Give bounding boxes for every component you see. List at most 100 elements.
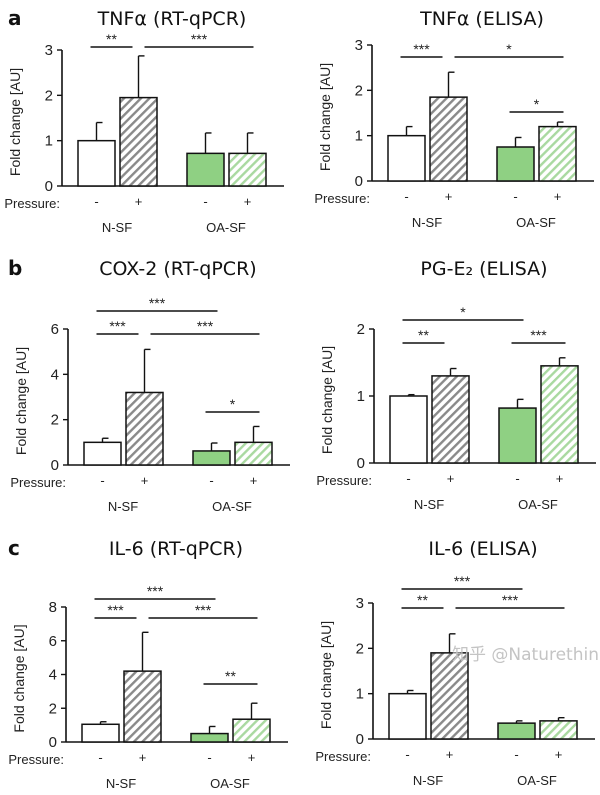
pressure-sign: - <box>405 747 409 762</box>
y-tick-label: 1 <box>355 128 363 145</box>
y-tick-label: 2 <box>51 412 59 429</box>
bar-nsf-pressure <box>119 96 158 187</box>
y-tick-label: 6 <box>49 633 57 650</box>
pressure-sign: - <box>513 189 517 204</box>
y-tick-label: 1 <box>357 388 365 405</box>
y-tick-label: 0 <box>49 734 57 751</box>
bar-oasf-control <box>498 407 537 464</box>
bar-nsf-control <box>83 441 122 466</box>
bar-nsf-pressure <box>431 375 470 464</box>
bar-nsf-control <box>389 395 428 464</box>
pressure-sign: + <box>446 747 454 762</box>
pressure-label: Pressure: <box>8 752 64 767</box>
significance-label: * <box>230 396 236 412</box>
bar-oasf-pressure <box>538 125 577 182</box>
significance-label: *** <box>530 327 547 343</box>
significance-label: *** <box>107 602 124 618</box>
bar-nsf-control <box>81 723 120 743</box>
group-label: N-SF <box>106 776 136 791</box>
pressure-label: Pressure: <box>4 196 60 211</box>
chart-panel-4: PG-E₂ (ELISA) Fold change [AU] 0 1 2 - + - + Pres… <box>316 258 596 512</box>
y-tick-label: 4 <box>51 366 59 383</box>
pressure-sign: + <box>139 750 147 765</box>
pressure-label: Pressure: <box>10 475 66 490</box>
chart-panel-6: IL-6 (ELISA) Fold change [AU] 0 1 2 3 - + - + Pres… <box>315 538 595 788</box>
group-label: OA-SF <box>206 220 246 235</box>
bar-oasf-control <box>497 722 536 740</box>
pressure-sign: + <box>248 750 256 765</box>
y-tick-label: 0 <box>356 731 364 748</box>
group-label: OA-SF <box>212 499 252 514</box>
pressure-sign: - <box>404 189 408 204</box>
pressure-sign: - <box>406 471 410 486</box>
significance-label: *** <box>197 318 214 334</box>
pressure-sign: - <box>209 473 213 488</box>
panel-label: a <box>8 6 22 30</box>
y-tick-label: 0 <box>355 173 363 190</box>
pressure-sign: + <box>250 473 258 488</box>
significance-label: * <box>506 41 512 57</box>
significance-label: *** <box>109 318 126 334</box>
pressure-label: Pressure: <box>314 191 370 206</box>
chart-panel-2: TNFα (ELISA) Fold change [AU] 0 1 2 3 - + - + Pres… <box>314 8 594 230</box>
y-tick-label: 1 <box>45 133 53 150</box>
group-label: OA-SF <box>210 776 250 791</box>
pressure-sign: + <box>555 747 563 762</box>
group-label: OA-SF <box>517 773 557 788</box>
y-axis-label: Fold change [AU] <box>7 68 23 176</box>
bar-oasf-control <box>190 732 229 743</box>
pressure-label: Pressure: <box>315 749 371 764</box>
pressure-sign: + <box>447 471 455 486</box>
y-tick-label: 1 <box>356 686 364 703</box>
bar-oasf-pressure <box>228 152 267 187</box>
pressure-sign: - <box>514 747 518 762</box>
y-axis-label: Fold change [AU] <box>317 63 333 171</box>
pressure-sign: + <box>141 473 149 488</box>
group-label: N-SF <box>108 499 138 514</box>
group-label: N-SF <box>412 215 442 230</box>
significance-label: ** <box>106 31 117 47</box>
watermark: 知乎 @Naturethink <box>452 645 600 665</box>
chart-panel-5: c IL-6 (RT-qPCR) Fold change [AU] 0 2 4 6 8 - + - +… <box>8 536 288 791</box>
bar-oasf-pressure <box>232 718 271 743</box>
y-tick-label: 2 <box>45 87 53 104</box>
chart-title: PG-E₂ (ELISA) <box>420 258 547 280</box>
panel-label: c <box>8 536 20 560</box>
y-axis-label: Fold change [AU] <box>319 346 335 454</box>
significance-label: ** <box>418 327 429 343</box>
pressure-sign: + <box>556 471 564 486</box>
group-label: N-SF <box>102 220 132 235</box>
chart-title: TNFα (RT-qPCR) <box>97 8 247 30</box>
y-tick-label: 0 <box>357 455 365 472</box>
bar-nsf-control <box>77 139 116 187</box>
group-label: OA-SF <box>518 497 558 512</box>
y-axis-label: Fold change [AU] <box>318 621 334 729</box>
chart-title: IL-6 (ELISA) <box>428 538 537 560</box>
pressure-sign: - <box>203 194 207 209</box>
pressure-sign: - <box>94 194 98 209</box>
y-tick-label: 0 <box>45 178 53 195</box>
significance-label: ** <box>225 668 236 684</box>
significance-label: *** <box>191 31 208 47</box>
bar-nsf-control <box>387 134 426 182</box>
y-tick-label: 3 <box>356 595 364 612</box>
bar-oasf-control <box>496 146 535 182</box>
pressure-label: Pressure: <box>316 473 372 488</box>
pressure-sign: - <box>100 473 104 488</box>
pressure-sign: + <box>135 194 143 209</box>
bar-oasf-control <box>186 152 225 187</box>
pressure-sign: + <box>244 194 252 209</box>
pressure-sign: - <box>207 750 211 765</box>
group-label: OA-SF <box>516 215 556 230</box>
bar-oasf-pressure <box>234 441 273 466</box>
panel-label: b <box>8 256 22 280</box>
bar-nsf-pressure <box>123 670 162 743</box>
significance-label: *** <box>195 602 212 618</box>
chart-title: COX-2 (RT-qPCR) <box>99 258 256 280</box>
y-tick-label: 4 <box>49 667 57 684</box>
y-tick-label: 3 <box>355 37 363 54</box>
pressure-sign: - <box>98 750 102 765</box>
pressure-sign: + <box>554 189 562 204</box>
significance-label: *** <box>413 41 430 57</box>
